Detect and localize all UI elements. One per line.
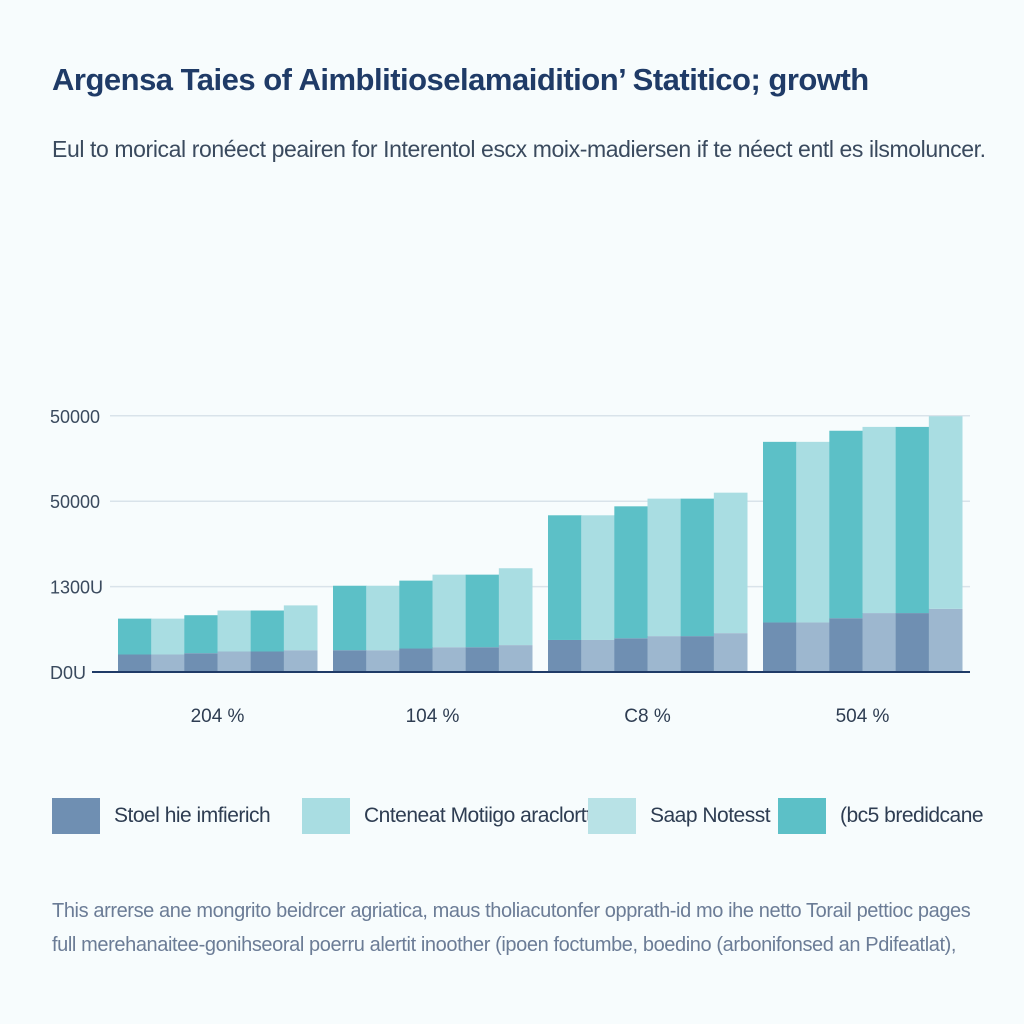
- legend-item-2: Cnteneat Motiigo araclortta): [302, 796, 610, 836]
- x-category-label-4: 504 %: [836, 706, 890, 727]
- bar-3-1-top: [548, 515, 582, 640]
- bar-2-4-top: [432, 574, 467, 648]
- bar-1-2-top: [151, 618, 185, 655]
- y-tick-label-3: 50000: [50, 407, 100, 427]
- bar-3-4-top: [647, 498, 682, 637]
- bar-3-3-top: [614, 506, 648, 639]
- bar-4-1-bottom: [763, 622, 797, 672]
- bar-2-2-bottom: [366, 650, 400, 672]
- bar-3-1-bottom: [548, 639, 582, 672]
- chart-legend: Stoel hie imfierich Cnteneat Motiigo ara…: [52, 796, 984, 838]
- bar-1-3-top: [184, 615, 218, 654]
- bar-1-1-bottom: [118, 654, 152, 672]
- bar-4-3-bottom: [829, 618, 863, 672]
- bar-3-3-bottom: [614, 638, 648, 672]
- bar-3-4-bottom: [647, 636, 682, 672]
- bar-3-5-top: [680, 498, 715, 637]
- bar-4-6-bottom: [928, 608, 963, 672]
- bar-2-4-bottom: [432, 647, 467, 672]
- bar-4-2-top: [796, 441, 830, 623]
- y-tick-label-1: 1300U: [50, 578, 103, 598]
- legend-label-3: Saap Notesst: [650, 804, 771, 827]
- bar-3-2-bottom: [581, 639, 615, 672]
- bar-2-3-top: [399, 580, 433, 649]
- bar-4-4-top: [862, 426, 897, 614]
- bar-1-5-top: [250, 610, 285, 652]
- legend-swatch-4: [778, 798, 826, 834]
- legend-label-1: Stoel hie imfierich: [114, 804, 271, 827]
- bar-3-5-bottom: [680, 636, 715, 672]
- bar-1-1-top: [118, 618, 152, 655]
- bar-2-6-bottom: [498, 645, 533, 672]
- legend-label-4: (bc5 bredidcane: [840, 804, 984, 827]
- bar-2-5-top: [465, 574, 500, 648]
- x-category-label-1: 204 %: [191, 706, 245, 727]
- bar-1-6-bottom: [283, 650, 318, 672]
- legend-label-2: Cnteneat Motiigo araclortta): [364, 804, 610, 827]
- legend-swatch-3: [588, 798, 636, 834]
- bar-4-4-bottom: [862, 613, 897, 672]
- legend-item-1: Stoel hie imfierich: [52, 796, 271, 836]
- y-tick-label-0: D0U: [50, 663, 86, 683]
- legend-item-3: Saap Notesst: [588, 796, 771, 836]
- chart-subtitle: Eul to morical ronéect peairen for Inter…: [52, 136, 986, 162]
- bar-1-2-bottom: [151, 654, 185, 672]
- bar-4-2-bottom: [796, 622, 830, 672]
- bar-4-5-bottom: [895, 613, 930, 672]
- x-category-label-3: C8 %: [624, 706, 671, 727]
- bar-2-3-bottom: [399, 648, 433, 672]
- legend-swatch-1: [52, 798, 100, 834]
- x-category-label-2: 104 %: [406, 706, 460, 727]
- bar-4-3-top: [829, 430, 863, 619]
- bar-4-6-top: [928, 416, 963, 609]
- bar-2-5-bottom: [465, 647, 500, 672]
- bar-4-1-top: [763, 441, 797, 623]
- bar-3-6-top: [713, 492, 748, 634]
- y-tick-label-2: 50000: [50, 492, 100, 512]
- bar-2-1-bottom: [333, 650, 367, 672]
- bar-1-3-bottom: [184, 653, 218, 672]
- bar-1-5-bottom: [250, 651, 285, 672]
- bar-3-2-top: [581, 515, 615, 640]
- bar-2-2-top: [366, 585, 400, 651]
- bar-2-1-top: [333, 585, 367, 651]
- legend-swatch-2: [302, 798, 350, 834]
- chart-title: Argensa Taies of Aimblitioselamaidition’…: [52, 62, 869, 97]
- legend-item-4: (bc5 bredidcane: [778, 796, 984, 836]
- bar-1-4-bottom: [217, 651, 252, 672]
- bar-4-5-top: [895, 426, 930, 614]
- bar-1-6-top: [283, 605, 318, 651]
- bar-2-6-top: [498, 568, 533, 646]
- chart-footnote: This arrerse ane mongrito beidrcer agria…: [52, 900, 971, 956]
- bar-1-4-top: [217, 610, 252, 652]
- bar-3-6-bottom: [713, 633, 748, 672]
